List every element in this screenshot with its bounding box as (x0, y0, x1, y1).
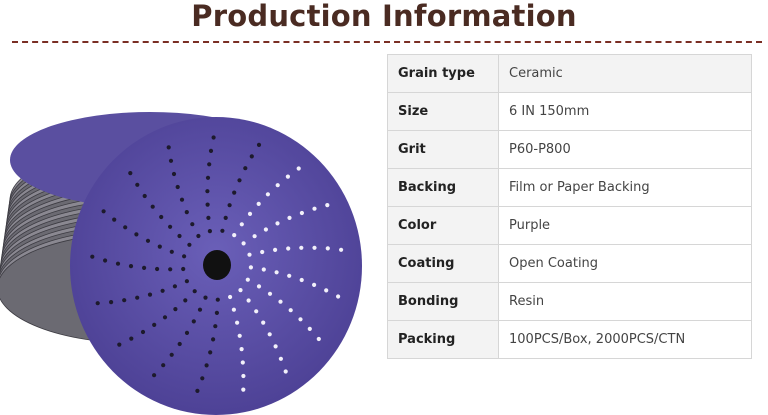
spec-row: Size 6 IN 150mm (387, 92, 752, 131)
page-title: Production Information (191, 0, 577, 33)
spec-label: Coating (387, 244, 499, 283)
spec-label: Grain type (387, 54, 499, 93)
spec-table: Grain type Ceramic Size 6 IN 150mm Grit P60-P… (387, 54, 752, 359)
spec-row: Backing Film or Paper Backing (387, 168, 752, 207)
spec-row: Bonding Resin (387, 282, 752, 321)
spec-value: Open Coating (498, 244, 752, 283)
spec-row: Grain type Ceramic (387, 54, 752, 93)
spec-value: Ceramic (498, 54, 752, 93)
spec-value: P60-P800 (498, 130, 752, 169)
sanding-disc-image (0, 112, 362, 415)
spec-row: Grit P60-P800 (387, 130, 752, 169)
spec-value: Resin (498, 282, 752, 321)
spec-value: 6 IN 150mm (498, 92, 752, 131)
spec-row: Coating Open Coating (387, 244, 752, 283)
spec-label: Packing (387, 320, 499, 359)
spec-label: Color (387, 206, 499, 245)
title-divider (12, 41, 762, 43)
spec-label: Size (387, 92, 499, 131)
spec-label: Backing (387, 168, 499, 207)
center-hole (203, 250, 231, 280)
spec-value: Purple (498, 206, 752, 245)
spec-label: Bonding (387, 282, 499, 321)
spec-row: Color Purple (387, 206, 752, 245)
spec-value: 100PCS/Box, 2000PCS/CTN (498, 320, 752, 359)
spec-label: Grit (387, 130, 499, 169)
spec-value: Film or Paper Backing (498, 168, 752, 207)
disc-holes (90, 135, 344, 393)
spec-row: Packing 100PCS/Box, 2000PCS/CTN (387, 320, 752, 359)
